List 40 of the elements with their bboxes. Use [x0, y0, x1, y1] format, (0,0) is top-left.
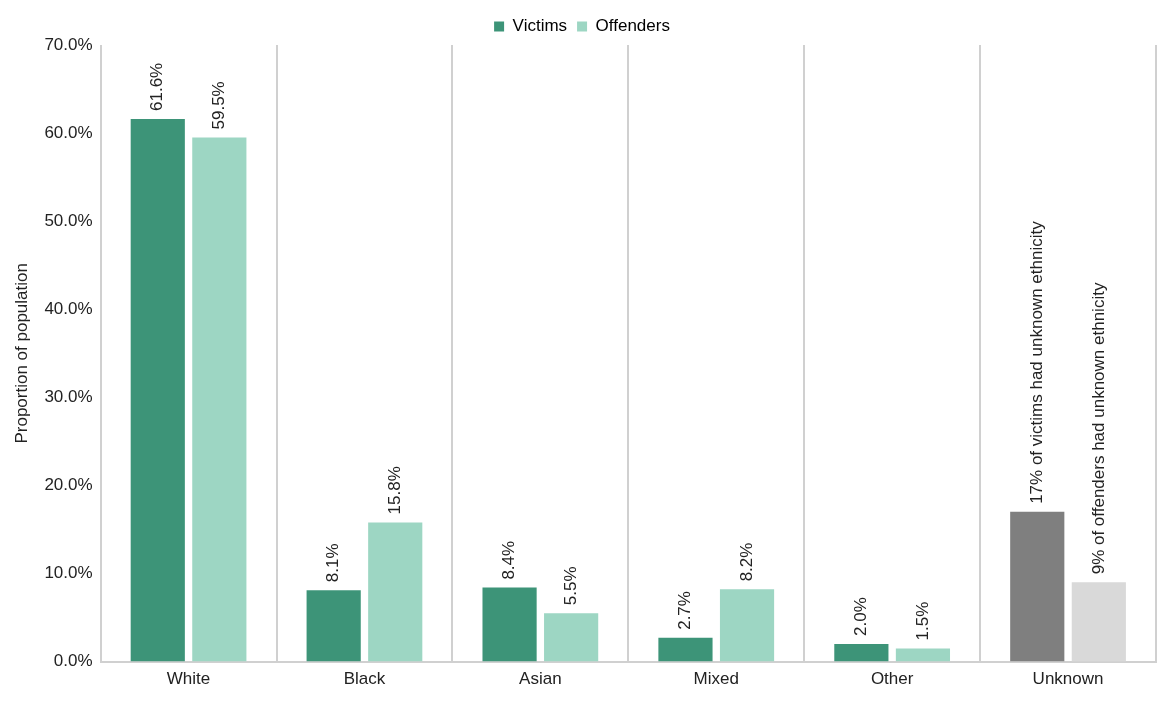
- data-label: 1.5%: [912, 601, 932, 641]
- data-label: 8.1%: [323, 543, 343, 583]
- y-tick-label: 60.0%: [44, 122, 93, 142]
- bar: [130, 118, 185, 662]
- y-tick-label: 40.0%: [44, 298, 93, 318]
- legend-label: Offenders: [595, 16, 670, 36]
- x-tick-label: White: [166, 669, 211, 689]
- bar: [895, 648, 951, 662]
- y-tick-label: 50.0%: [44, 210, 93, 230]
- y-tick-label: 0.0%: [53, 651, 93, 671]
- y-axis-title: Proportion of population: [11, 263, 31, 444]
- data-label: 2.0%: [851, 597, 871, 636]
- data-label: 8.2%: [736, 542, 756, 582]
- legend-label: Victims: [512, 16, 568, 36]
- bar: [544, 613, 599, 662]
- data-label: 5.5%: [560, 566, 580, 606]
- bar: [719, 589, 775, 662]
- bar: [834, 643, 889, 662]
- bar: [368, 522, 423, 662]
- data-label: 2.7%: [675, 591, 695, 630]
- x-tick-label: Mixed: [693, 669, 739, 689]
- y-tick-label: 20.0%: [44, 475, 93, 495]
- bar: [1010, 511, 1065, 662]
- x-tick-label: Asian: [519, 669, 562, 689]
- x-tick-label: Other: [870, 669, 914, 689]
- data-label: 59.5%: [209, 81, 229, 130]
- bar: [658, 637, 713, 662]
- bar: [306, 590, 361, 662]
- data-label: 61.6%: [147, 62, 167, 111]
- y-tick-label: 70.0%: [44, 34, 93, 54]
- x-tick-label: Black: [343, 669, 386, 689]
- data-label: 17% of victims had unknown ethnicity: [1026, 220, 1046, 504]
- y-tick-label: 10.0%: [44, 563, 93, 583]
- bar: [482, 587, 537, 662]
- x-tick-label: Unknown: [1032, 669, 1104, 689]
- data-label: 8.4%: [499, 540, 519, 580]
- data-label: 15.8%: [384, 466, 404, 515]
- y-tick-label: 30.0%: [44, 387, 93, 407]
- bar: [192, 137, 247, 662]
- data-label: 9% of offenders had unknown ethnicity: [1088, 282, 1108, 575]
